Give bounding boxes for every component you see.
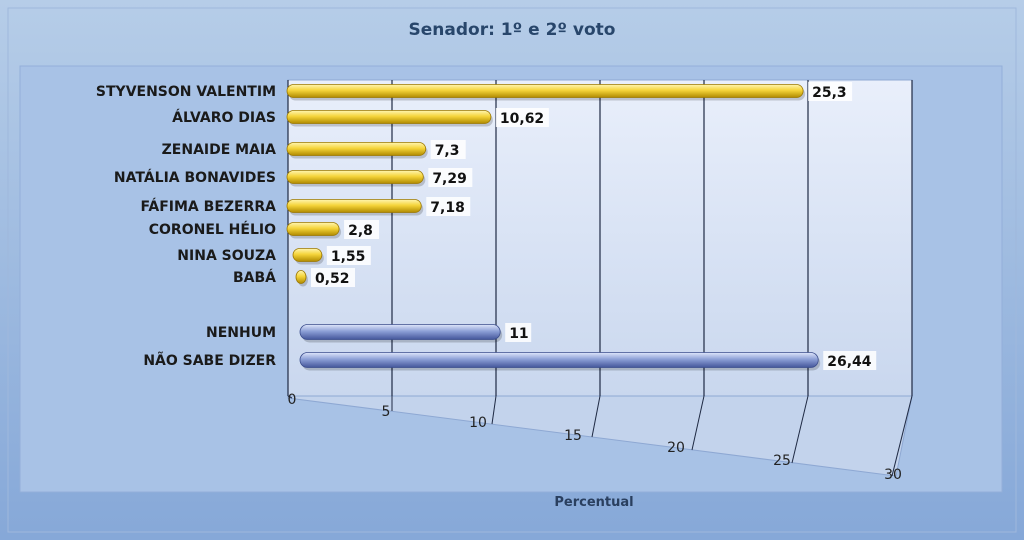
category-label: NINA SOUZA	[177, 248, 276, 264]
value-label: 25,3	[812, 85, 847, 101]
value-label-box	[426, 197, 471, 216]
chart-title: Senador: 1º e 2º voto	[409, 20, 616, 40]
x-axis-ticks: 0 5 10 15 20 25 30	[288, 392, 902, 483]
category-label: ÁLVARO DIAS	[172, 109, 276, 126]
x-tick-label: 10	[469, 415, 487, 431]
bar-3	[286, 142, 427, 156]
bar-1	[286, 84, 804, 98]
x-tick-label: 0	[288, 392, 297, 408]
bar-5	[286, 199, 422, 213]
value-label: 11	[509, 326, 528, 342]
category-label: CORONEL HÉLIO	[149, 221, 276, 238]
x-tick-label: 5	[382, 404, 391, 420]
x-tick-label: 15	[564, 428, 582, 444]
category-label: NENHUM	[206, 325, 276, 341]
x-tick-label: 25	[773, 453, 791, 469]
value-labels: 25,3 10,62 7,3 7,29 7,18 2,8 1,55 0,52 11 26,44	[311, 82, 877, 370]
grid-lines	[287, 80, 913, 477]
bar-4	[286, 170, 424, 184]
value-label-box	[428, 168, 473, 187]
category-label: NÃO SABE DIZER	[143, 352, 276, 369]
value-label-box	[430, 140, 466, 159]
value-label-box	[495, 108, 549, 127]
value-label: 2,8	[348, 223, 373, 239]
bar-2	[286, 110, 492, 124]
category-label: NATÁLIA BONAVIDES	[114, 169, 276, 186]
value-label-box	[344, 220, 380, 239]
value-label-box	[808, 82, 853, 101]
gridline-floor	[591, 395, 601, 438]
value-label: 10,62	[500, 111, 544, 127]
value-label: 7,29	[432, 171, 467, 187]
value-label: 1,55	[331, 249, 366, 265]
value-label: 0,52	[315, 271, 350, 287]
x-tick-label: 30	[884, 467, 902, 483]
bars	[286, 84, 821, 371]
x-axis-label: Percentual	[554, 495, 633, 510]
category-label: BABÁ	[233, 269, 276, 286]
value-label-box	[326, 246, 371, 265]
value-label-box	[311, 268, 355, 287]
gridline-floor	[791, 395, 809, 464]
value-label-box	[505, 323, 532, 342]
chart-inner-frame	[7, 7, 1017, 533]
bar-7	[292, 248, 323, 262]
value-label-box	[823, 351, 877, 370]
bar-6	[286, 222, 340, 236]
category-labels: STYVENSON VALENTIM ÁLVARO DIAS ZENAIDE MAI…	[96, 84, 276, 369]
category-label: STYVENSON VALENTIM	[96, 84, 276, 100]
category-label: ZENAIDE MAIA	[162, 142, 277, 158]
value-label: 7,18	[430, 200, 465, 216]
value-label: 7,3	[435, 143, 460, 159]
category-label: FÁFIMA BEZERRA	[140, 198, 276, 215]
bar-8	[295, 270, 307, 284]
value-label: 26,44	[827, 354, 872, 370]
gridline-floor	[287, 395, 293, 399]
gridline-floor	[691, 395, 705, 451]
plot-area	[19, 65, 1003, 493]
bar-10	[299, 352, 819, 368]
gridline-floor	[491, 395, 497, 425]
x-tick-label: 20	[667, 440, 685, 456]
gridline-floor	[891, 395, 913, 477]
bar-9	[299, 324, 501, 340]
